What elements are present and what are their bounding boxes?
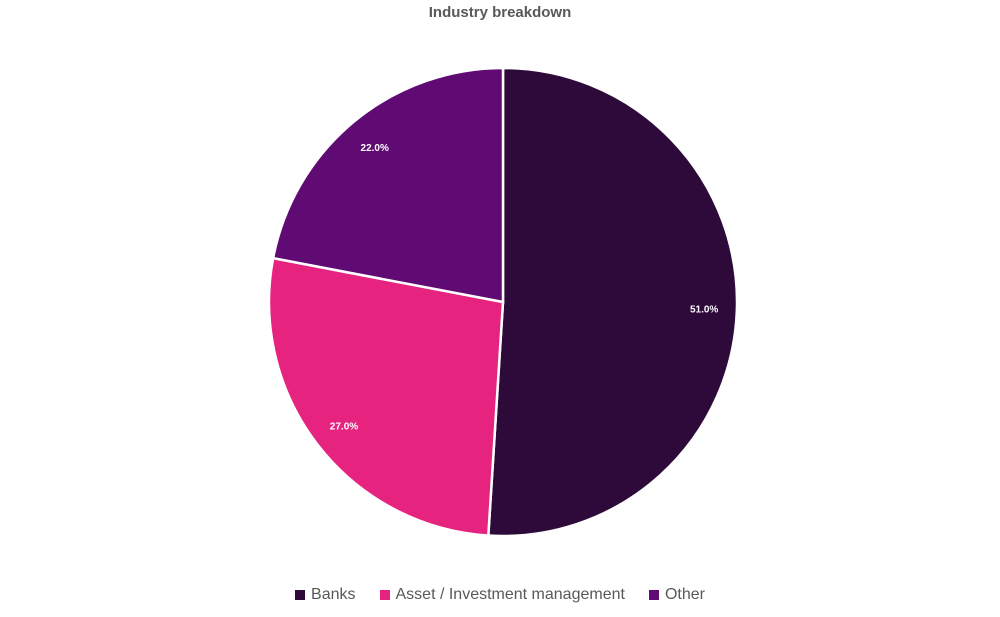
pie-slice-banks (486, 66, 739, 538)
data-label: 22.0% (361, 143, 389, 154)
legend-item-asset-management: Asset / Investment management (379, 586, 625, 604)
legend-swatch (295, 590, 306, 600)
legend-label: Asset / Investment management (395, 586, 625, 603)
legend-item-other: Other (648, 586, 705, 604)
legend-swatch (379, 590, 390, 600)
chart-title: Industry breakdown (428, 4, 572, 21)
legend-label: Other (664, 586, 705, 603)
legend-item-banks: Banks (295, 586, 356, 604)
legend: Banks Asset / Investment management Othe… (0, 586, 1000, 604)
legend-swatch (648, 590, 659, 600)
data-label: 27.0% (330, 421, 358, 432)
pie-slice-asset-investment-management (267, 256, 505, 537)
pie-slice-other (271, 66, 505, 304)
data-label: 51.0% (690, 304, 718, 315)
legend-label: Banks (311, 586, 356, 603)
